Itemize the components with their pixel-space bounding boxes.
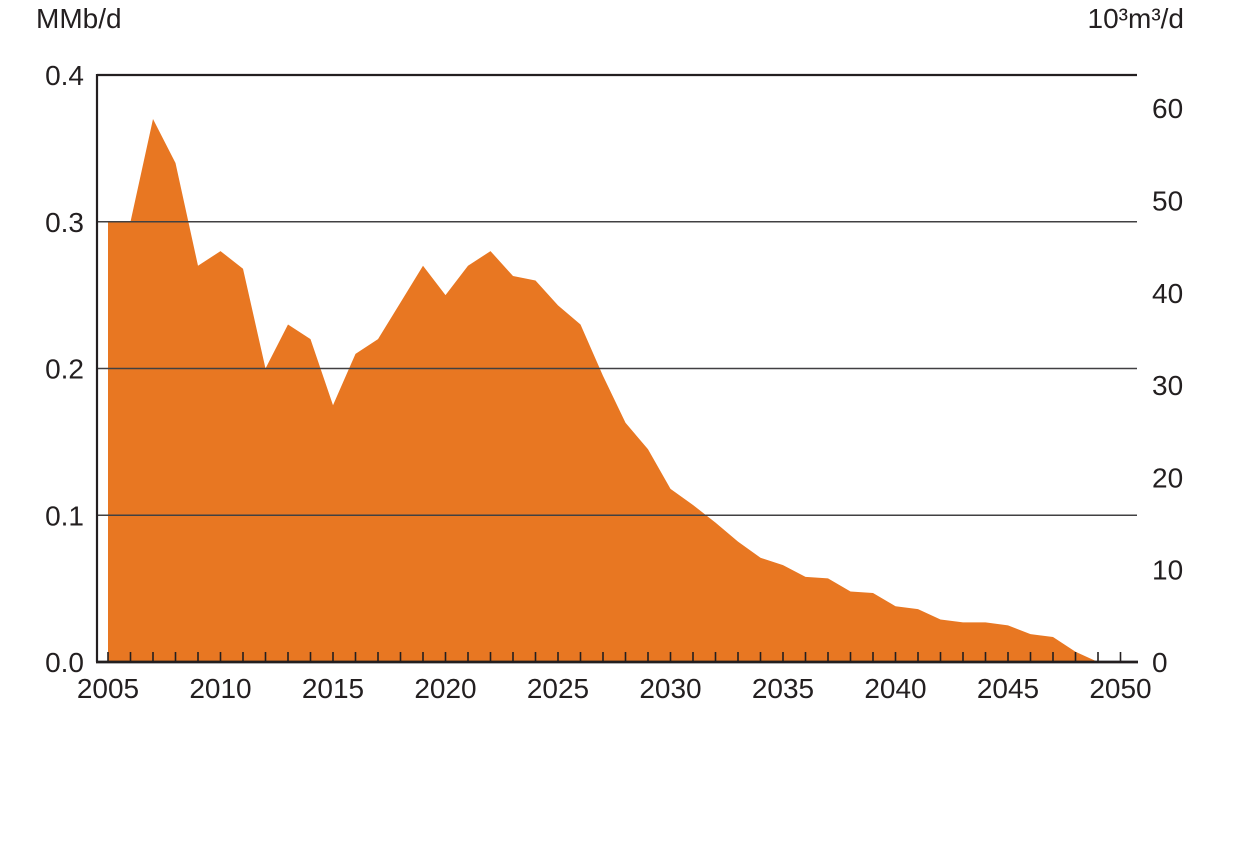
right-axis-tick-label: 30 xyxy=(1152,370,1183,401)
left-axis-tick-label: 0.3 xyxy=(45,207,84,238)
left-axis-tick-label: 0.4 xyxy=(45,60,84,91)
x-axis-tick-label: 2030 xyxy=(639,673,701,704)
x-axis-tick-label: 2010 xyxy=(189,673,251,704)
right-axis-tick-label: 10 xyxy=(1152,555,1183,586)
right-axis-tick-label: 20 xyxy=(1152,462,1183,493)
x-axis-tick-label: 2050 xyxy=(1089,673,1151,704)
x-axis-tick-label: 2020 xyxy=(414,673,476,704)
left-axis-tick-label: 0.0 xyxy=(45,647,84,678)
x-axis-tick-label: 2045 xyxy=(977,673,1039,704)
right-axis-tick-label: 0 xyxy=(1152,647,1168,678)
left-axis-tick-label: 0.2 xyxy=(45,354,84,385)
right-axis-tick-label: 60 xyxy=(1152,93,1183,124)
right-axis-tick-label: 50 xyxy=(1152,186,1183,217)
x-axis-tick-label: 2015 xyxy=(302,673,364,704)
plot-area: 2005 2010 2015 2020 2025 2030 2035 2040 2045 2050… xyxy=(45,60,1183,704)
x-axis-tick-label: 2035 xyxy=(752,673,814,704)
right-axis-tick-label: 40 xyxy=(1152,278,1183,309)
area-series xyxy=(108,119,1121,662)
x-axis-tick-label: 2025 xyxy=(527,673,589,704)
left-axis-tick-label: 0.1 xyxy=(45,500,84,531)
right-axis-unit-label: 10³m³/d xyxy=(1088,3,1184,34)
x-axis-tick-label: 2040 xyxy=(864,673,926,704)
left-axis-unit-label: MMb/d xyxy=(36,3,122,34)
x-axis-tick-label: 2005 xyxy=(77,673,139,704)
